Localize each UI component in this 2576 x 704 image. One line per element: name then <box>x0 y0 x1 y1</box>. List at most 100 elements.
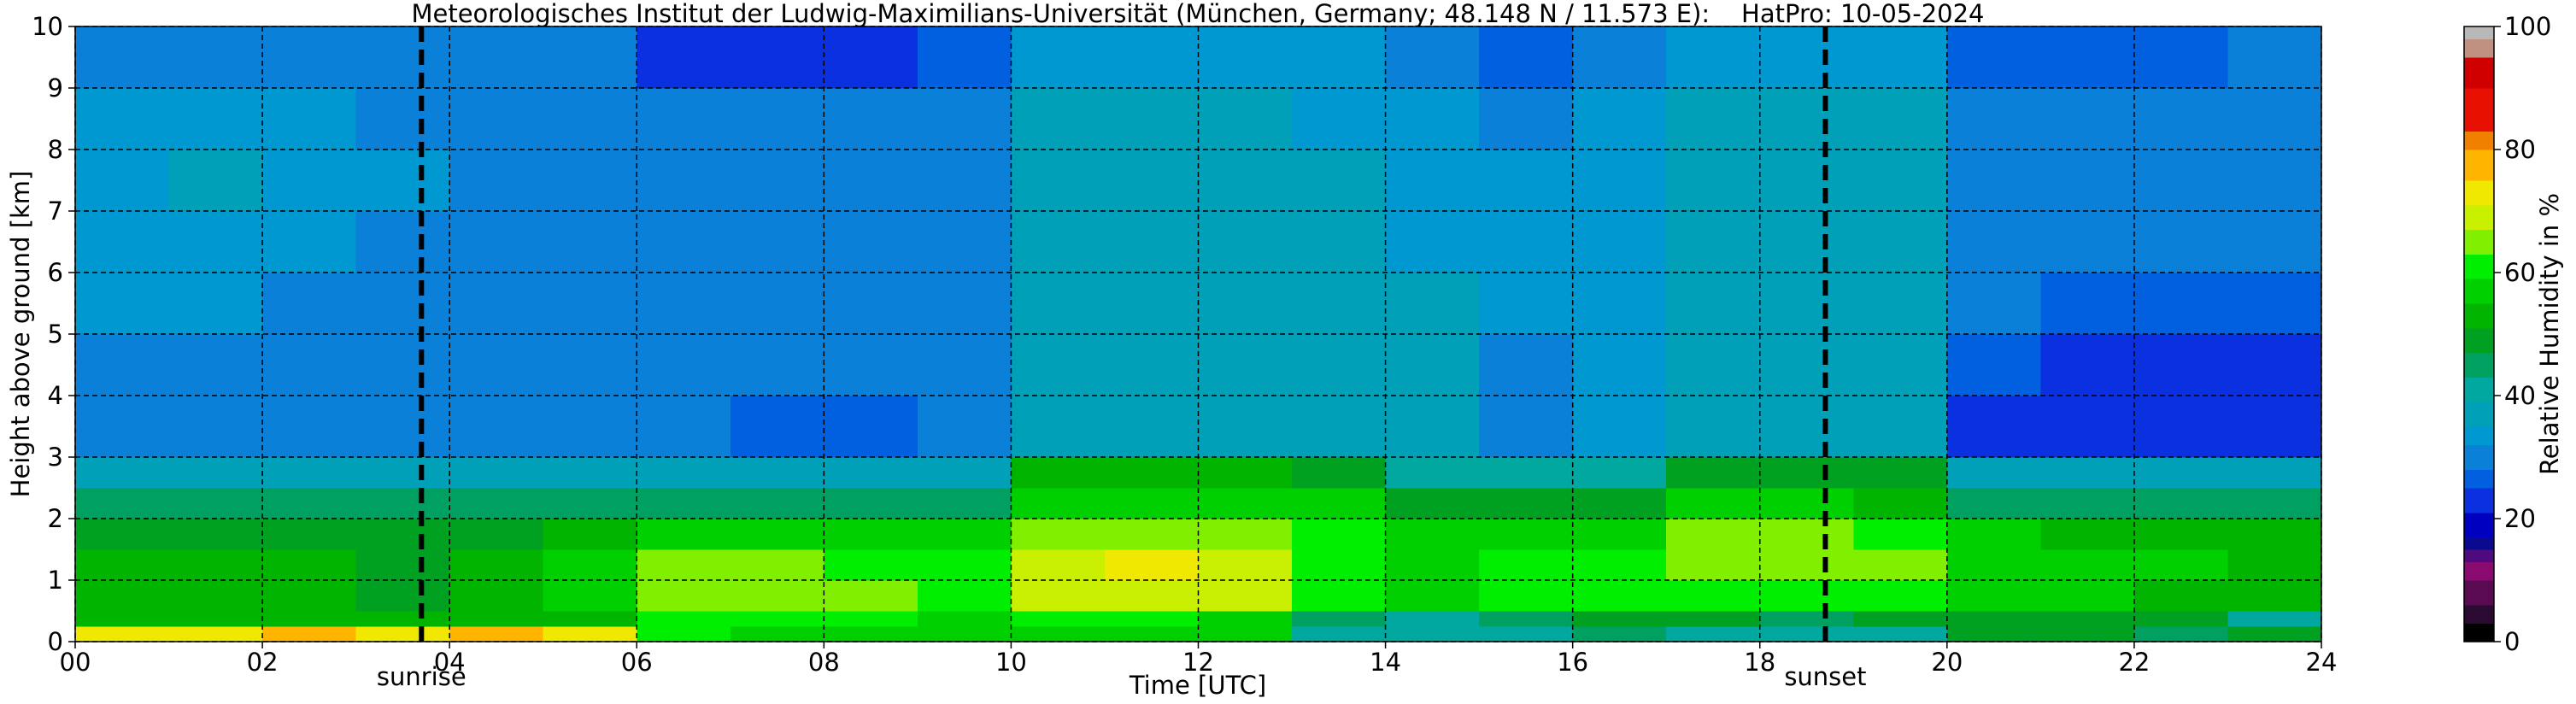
heatmap-cell <box>449 549 544 581</box>
heatmap-cell <box>75 457 170 489</box>
heatmap-cell <box>168 211 263 273</box>
x-tick-label: 12 <box>1182 648 1214 677</box>
heatmap-cell <box>1946 88 2041 150</box>
heatmap-cell <box>1385 211 1480 273</box>
heatmap-cell <box>1292 580 1387 612</box>
heatmap-cell <box>637 396 731 458</box>
colorbar-band <box>2464 279 2494 304</box>
heatmap-cell <box>168 334 263 396</box>
heatmap-cell <box>1198 488 1293 519</box>
heatmap-cell <box>1011 549 1106 581</box>
heatmap-cell <box>730 611 824 627</box>
heatmap-cell <box>1198 273 1293 335</box>
heatmap-cell <box>1479 457 1574 489</box>
heatmap-cell <box>2040 211 2135 273</box>
heatmap-cell <box>1666 626 1761 642</box>
y-tick-label: 3 <box>48 443 63 472</box>
heatmap-cell <box>824 457 918 489</box>
x-tick-label: 16 <box>1557 648 1588 677</box>
heatmap-cell <box>1946 396 2041 458</box>
heatmap-cell <box>262 549 357 581</box>
colorbar-band <box>2464 402 2494 427</box>
x-tick-label: 04 <box>434 648 466 677</box>
heatmap-cell <box>637 273 731 335</box>
heatmap-cell <box>730 488 824 519</box>
heatmap-cell <box>1572 211 1667 273</box>
heatmap-cell <box>1666 334 1761 396</box>
heatmap-cell <box>1198 396 1293 458</box>
colorbar-band <box>2464 488 2494 513</box>
heatmap-cell <box>2227 211 2322 273</box>
heatmap-cell <box>75 396 170 458</box>
heatmap-cell <box>1666 457 1761 489</box>
heatmap-cell <box>1198 334 1293 396</box>
heatmap-cell <box>824 88 918 150</box>
heatmap-cell <box>543 150 637 212</box>
heatmap-cell <box>449 611 544 627</box>
heatmap-cell <box>1853 273 1948 335</box>
heatmap-cell <box>917 273 1012 335</box>
heatmap-cell <box>1853 488 1948 519</box>
heatmap-cell <box>730 88 824 150</box>
heatmap-cell <box>1759 88 1854 150</box>
colorbar-band <box>2464 512 2494 538</box>
heatmap-cell <box>1759 334 1854 396</box>
chart-title: Meteorologisches Institut der Ludwig-Max… <box>411 0 1984 28</box>
heatmap-cell <box>262 211 357 273</box>
heatmap-cell <box>1104 396 1199 458</box>
heatmap-cell <box>449 580 544 612</box>
heatmap-cell <box>1385 611 1480 627</box>
heatmap-cell <box>355 519 450 550</box>
heatmap-cell <box>2133 488 2228 519</box>
heatmap-cell <box>1853 150 1948 212</box>
y-tick-label: 10 <box>32 12 63 41</box>
heatmap-cell <box>637 488 731 519</box>
x-tick-label: 02 <box>247 648 279 677</box>
heatmap-cell <box>2133 626 2228 642</box>
heatmap-cell <box>730 549 824 581</box>
heatmap-cell <box>355 580 450 612</box>
colorbar-tick-label: 40 <box>2504 381 2536 410</box>
heatmap-cell <box>262 26 357 89</box>
heatmap-cell <box>1292 334 1387 396</box>
heatmap-cell <box>1853 396 1948 458</box>
heatmap-cell <box>1385 396 1480 458</box>
heatmap-cell <box>1011 26 1106 89</box>
heatmap-cell <box>1011 457 1106 489</box>
heatmap-cell <box>262 150 357 212</box>
heatmap-cell <box>637 334 731 396</box>
heatmap-cell <box>637 150 731 212</box>
heatmap-cell <box>1198 457 1293 489</box>
heatmap-cell <box>1759 26 1854 89</box>
heatmap-cell <box>1104 549 1199 581</box>
heatmap-cell <box>637 88 731 150</box>
heatmap-cell <box>637 626 731 642</box>
heatmap-cell <box>1292 626 1387 642</box>
heatmap-cell <box>1292 26 1387 89</box>
heatmap-cell <box>543 519 637 550</box>
heatmap-cell <box>1759 519 1854 550</box>
heatmap-cell <box>1104 488 1199 519</box>
colorbar-band <box>2464 580 2494 606</box>
heatmap-cell <box>2040 396 2135 458</box>
heatmap-cell <box>1104 611 1199 627</box>
heatmap-cell <box>1759 273 1854 335</box>
heatmap-cell <box>1385 519 1480 550</box>
heatmap-cell <box>355 26 450 89</box>
heatmap-cell <box>917 549 1012 581</box>
colorbar-band <box>2464 444 2494 470</box>
heatmap-cell <box>730 150 824 212</box>
heatmap-cell <box>1385 150 1480 212</box>
heatmap-cell <box>1011 488 1106 519</box>
heatmap-cell <box>1011 626 1106 642</box>
heatmap-cell <box>1011 334 1106 396</box>
heatmap-cell <box>824 211 918 273</box>
heatmap-cell <box>917 626 1012 642</box>
heatmap-cell <box>1759 488 1854 519</box>
x-axis-label: Time [UTC] <box>1129 671 1266 700</box>
colorbar-band <box>2464 469 2494 489</box>
heatmap-cell <box>75 150 170 212</box>
heatmap-cell <box>2227 611 2322 627</box>
y-tick-label: 8 <box>48 135 63 164</box>
heatmap-cell <box>1666 549 1761 581</box>
